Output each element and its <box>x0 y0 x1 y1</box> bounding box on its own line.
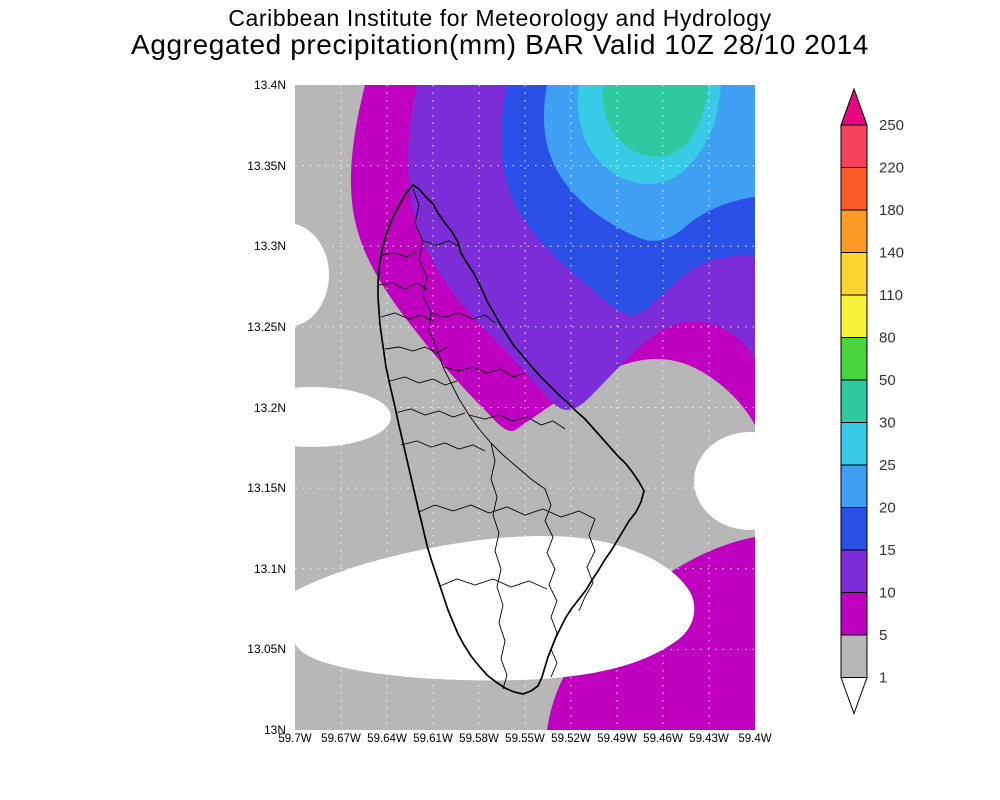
latitude-axis: 13.4N 13.35N 13.3N 13.25N 13.2N 13.15N 13.1N 13… <box>228 78 290 737</box>
precip-region-lt1-west-upper <box>295 223 329 327</box>
colorbar-segment <box>840 124 868 168</box>
lon-tick-label: 59.67W <box>321 733 361 745</box>
lon-tick-label: 59.58W <box>459 733 499 745</box>
grid-lines <box>295 85 755 730</box>
colorbar-segment <box>840 209 868 253</box>
page-subtitle: Aggregated precipitation(mm) BAR Valid 1… <box>131 29 869 60</box>
lon-tick-label: 59.64W <box>367 733 407 745</box>
precip-region-lt1-south <box>295 535 695 681</box>
lon-tick-label: 59.4W <box>738 733 772 745</box>
map-plot <box>295 85 755 730</box>
colorbar-segment <box>840 507 868 551</box>
colorbar-segment <box>840 294 868 338</box>
lat-tick-label: 13.35N <box>247 158 286 173</box>
colorbar-tick-label: 25 <box>879 457 896 474</box>
colorbar-tick-label: 10 <box>879 585 896 602</box>
colorbar-tick-label: 110 <box>879 287 903 304</box>
colorbar-tick-label: 5 <box>879 627 887 644</box>
watershed-boundaries <box>378 188 596 690</box>
lat-tick-label: 13.4N <box>253 78 286 92</box>
lat-tick-label: 13.2N <box>253 400 286 415</box>
lon-tick-label: 59.61W <box>413 733 453 745</box>
lat-tick-label: 13.25N <box>247 319 286 334</box>
colorbar-segment <box>840 634 868 678</box>
colorbar-tick-label: 20 <box>879 500 896 517</box>
colorbar-segment <box>840 464 868 508</box>
colorbar-arrow-top <box>840 87 868 126</box>
longitude-axis: 59.7W 59.67W 59.64W 59.61W 59.58W 59.55W 59.52… <box>278 733 771 751</box>
colorbar-tick-label: 250 <box>879 117 904 134</box>
lon-tick-label: 59.55W <box>505 733 545 745</box>
colorbar-arrow-bottom <box>840 677 868 715</box>
colorbar-tick-label: 30 <box>879 415 896 432</box>
lon-tick-label: 59.43W <box>689 733 729 745</box>
colorbar-tick-label: 15 <box>879 542 896 559</box>
lon-tick-label: 59.7W <box>278 733 312 745</box>
island-outline <box>377 183 645 695</box>
colorbar-tick-label: 80 <box>879 330 896 347</box>
lon-tick-label: 59.46W <box>643 733 683 745</box>
colorbar-tick-label: 1 <box>879 670 887 687</box>
colorbar-segment <box>840 422 868 466</box>
colorbar-segment <box>840 549 868 593</box>
lon-tick-label: 59.52W <box>551 733 591 745</box>
colorbar-tick-label: 50 <box>879 372 896 389</box>
lat-tick-label: 13.05N <box>247 642 286 657</box>
colorbar-segment <box>840 379 868 423</box>
colorbar: 250 220 180 140 110 80 50 30 25 20 15 10 5 1 <box>840 87 904 715</box>
page-title: Caribbean Institute for Meteorology and … <box>228 5 772 31</box>
precip-region-lt1-west-mid <box>295 387 391 447</box>
colorbar-segment <box>840 592 868 636</box>
lon-tick-label: 59.49W <box>597 733 637 745</box>
colorbar-tick-label: 180 <box>879 202 904 219</box>
lat-tick-label: 13.3N <box>253 239 286 254</box>
colorbar-segment <box>840 337 868 381</box>
colorbar-tick-label: 220 <box>879 160 904 177</box>
colorbar-segment <box>840 167 868 211</box>
colorbar-segment <box>840 252 868 296</box>
lat-tick-label: 13N <box>263 723 286 737</box>
colorbar-tick-label: 140 <box>879 245 904 262</box>
lat-tick-label: 13.15N <box>247 481 286 496</box>
lat-tick-label: 13.1N <box>253 561 286 576</box>
precip-region-30-50 <box>602 85 709 157</box>
